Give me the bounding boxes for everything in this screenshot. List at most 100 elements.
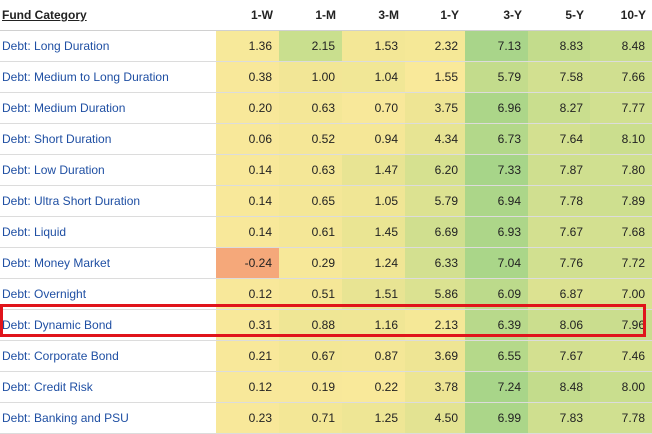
return-cell-5-y: 6.87 [528,278,590,310]
return-cell-3-y: 6.93 [465,216,528,248]
column-header-10-y[interactable]: 10-Y [590,0,652,31]
return-cell-10-y: 7.96 [590,309,652,341]
return-cell-1-y: 5.86 [405,278,465,310]
column-header-fund-category[interactable]: Fund Category [0,0,216,31]
return-cell-1-m: 0.67 [279,340,342,372]
return-cell-1-w: 1.36 [216,30,279,62]
return-cell-1-w: 0.23 [216,402,279,434]
return-cell-1-y: 4.34 [405,123,465,155]
return-cell-1-m: 0.29 [279,247,342,279]
column-header-1-y[interactable]: 1-Y [405,0,465,31]
return-cell-1-y: 6.20 [405,154,465,186]
return-cell-10-y: 8.48 [590,30,652,62]
fund-category-link[interactable]: Debt: Banking and PSU [0,402,216,434]
return-cell-3-y: 7.24 [465,371,528,403]
table-row: Debt: Overnight 0.12 0.51 1.51 5.86 6.09 6.87 7… [0,278,652,310]
return-cell-5-y: 7.76 [528,247,590,279]
fund-category-link[interactable]: Debt: Dynamic Bond [0,309,216,341]
return-cell-5-y: 7.83 [528,402,590,434]
fund-category-link[interactable]: Debt: Long Duration [0,30,216,62]
return-cell-1-w: 0.31 [216,309,279,341]
return-cell-10-y: 7.46 [590,340,652,372]
return-cell-3-y: 6.94 [465,185,528,217]
return-cell-1-w: 0.20 [216,92,279,124]
return-cell-1-y: 4.50 [405,402,465,434]
return-cell-1-m: 0.88 [279,309,342,341]
return-cell-3-y: 6.09 [465,278,528,310]
return-cell-3-y: 6.73 [465,123,528,155]
return-cell-1-y: 2.13 [405,309,465,341]
return-cell-10-y: 7.89 [590,185,652,217]
return-cell-1-w: 0.12 [216,371,279,403]
column-header-3-m[interactable]: 3-M [342,0,405,31]
fund-category-link[interactable]: Debt: Overnight [0,278,216,310]
return-cell-10-y: 7.66 [590,61,652,93]
return-cell-1-m: 1.00 [279,61,342,93]
return-cell-3-m: 0.94 [342,123,405,155]
return-cell-1-w: 0.14 [216,185,279,217]
return-cell-1-y: 3.78 [405,371,465,403]
return-cell-5-y: 7.58 [528,61,590,93]
return-cell-1-m: 0.19 [279,371,342,403]
return-cell-10-y: 7.78 [590,402,652,434]
fund-category-link[interactable]: Debt: Short Duration [0,123,216,155]
fund-category-link[interactable]: Debt: Credit Risk [0,371,216,403]
fund-category-link[interactable]: Debt: Medium to Long Duration [0,61,216,93]
return-cell-1-m: 0.61 [279,216,342,248]
return-cell-1-y: 1.55 [405,61,465,93]
fund-category-link[interactable]: Debt: Corporate Bond [0,340,216,372]
return-cell-1-y: 6.33 [405,247,465,279]
fund-category-link[interactable]: Debt: Money Market [0,247,216,279]
column-header-5-y[interactable]: 5-Y [528,0,590,31]
return-cell-10-y: 7.77 [590,92,652,124]
table-row: Debt: Dynamic Bond 0.31 0.88 1.16 2.13 6.39 8.… [0,309,652,341]
return-cell-1-m: 0.63 [279,92,342,124]
return-cell-3-y: 6.96 [465,92,528,124]
table-row: Debt: Medium to Long Duration 0.38 1.00 1.0… [0,61,652,93]
column-header-1-m[interactable]: 1-M [279,0,342,31]
return-cell-3-m: 0.87 [342,340,405,372]
return-cell-10-y: 8.10 [590,123,652,155]
return-cell-1-y: 6.69 [405,216,465,248]
return-cell-5-y: 8.06 [528,309,590,341]
table-row: Debt: Liquid 0.14 0.61 1.45 6.69 6.93 7.67 7.68 [0,216,652,248]
return-cell-10-y: 7.00 [590,278,652,310]
return-cell-1-w: -0.24 [216,247,279,279]
column-header-3-y[interactable]: 3-Y [465,0,528,31]
table-body: Debt: Long Duration 1.36 2.15 1.53 2.32 7.13 8… [0,30,652,434]
return-cell-5-y: 8.83 [528,30,590,62]
fund-category-link[interactable]: Debt: Medium Duration [0,92,216,124]
table-header-row: Fund Category 1-W 1-M 3-M 1-Y 3-Y 5-Y 10-Y [0,0,652,31]
return-cell-1-w: 0.06 [216,123,279,155]
column-header-1-w[interactable]: 1-W [216,0,279,31]
table-row: Debt: Ultra Short Duration 0.14 0.65 1.05 5.… [0,185,652,217]
return-cell-3-m: 1.25 [342,402,405,434]
return-cell-1-w: 0.38 [216,61,279,93]
return-cell-1-m: 0.51 [279,278,342,310]
return-cell-1-y: 2.32 [405,30,465,62]
return-cell-3-m: 0.22 [342,371,405,403]
return-cell-1-m: 0.65 [279,185,342,217]
return-cell-5-y: 7.67 [528,340,590,372]
return-cell-10-y: 7.80 [590,154,652,186]
return-cell-10-y: 8.00 [590,371,652,403]
return-cell-3-m: 1.51 [342,278,405,310]
return-cell-1-m: 2.15 [279,30,342,62]
table-row: Debt: Corporate Bond 0.21 0.67 0.87 3.69 6.55… [0,340,652,372]
fund-category-link[interactable]: Debt: Low Duration [0,154,216,186]
return-cell-3-m: 1.05 [342,185,405,217]
return-cell-3-y: 6.55 [465,340,528,372]
fund-category-link[interactable]: Debt: Ultra Short Duration [0,185,216,217]
return-cell-3-y: 7.04 [465,247,528,279]
return-cell-5-y: 7.78 [528,185,590,217]
return-cell-5-y: 7.67 [528,216,590,248]
return-cell-3-y: 7.13 [465,30,528,62]
table-row: Debt: Banking and PSU 0.23 0.71 1.25 4.50 6.9… [0,402,652,434]
fund-category-link[interactable]: Debt: Liquid [0,216,216,248]
return-cell-5-y: 8.48 [528,371,590,403]
return-cell-1-m: 0.63 [279,154,342,186]
return-cell-1-m: 0.52 [279,123,342,155]
return-cell-3-m: 1.45 [342,216,405,248]
return-cell-3-y: 6.39 [465,309,528,341]
